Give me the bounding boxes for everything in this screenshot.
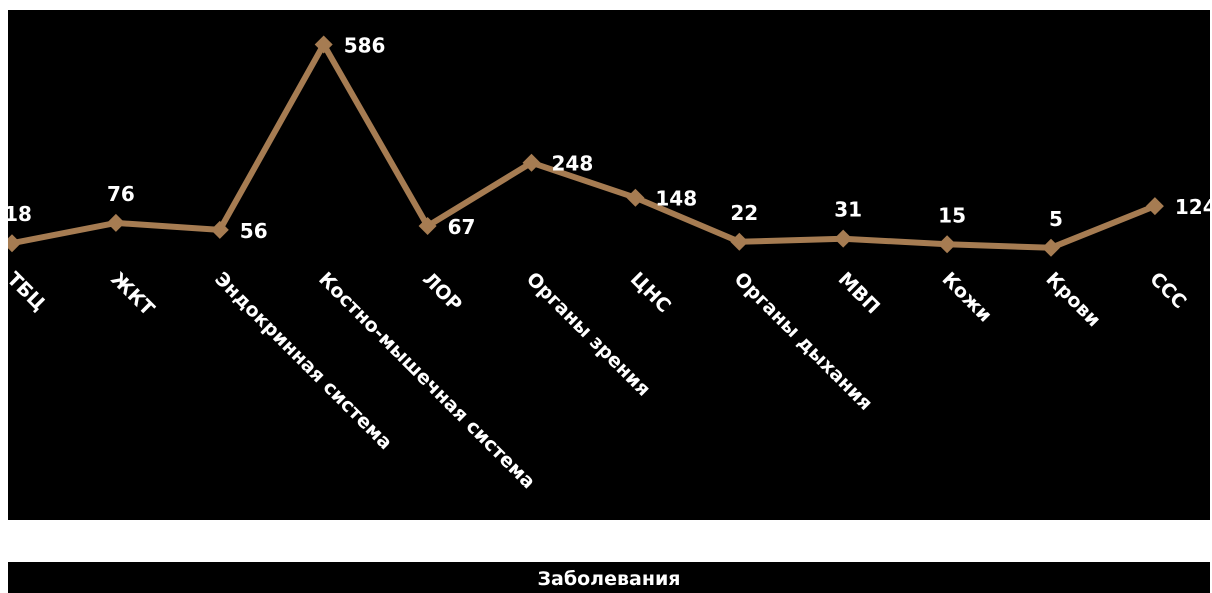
data-label: 248 <box>552 152 594 176</box>
data-label: 22 <box>730 201 758 225</box>
data-label: 15 <box>938 203 966 227</box>
data-point-marker <box>8 234 21 253</box>
data-label: 31 <box>834 198 862 222</box>
data-point-marker <box>522 153 541 172</box>
x-tick-label: Костно-мышечная система <box>314 268 539 493</box>
series-line <box>9 41 1158 251</box>
data-point-marker <box>834 229 853 248</box>
legend-series-name: Заболевания <box>537 568 681 590</box>
data-point-marker <box>1145 197 1164 216</box>
line-chart: 18 76 56 586 67 248 148 22 31 15 5 124 ТБЦ ЖКТ Эндокри… <box>8 34 1210 493</box>
data-point-marker <box>1042 238 1060 257</box>
x-tick-label: МВП <box>834 268 884 318</box>
data-label: 148 <box>655 187 697 211</box>
x-tick-label: ЖКТ <box>106 268 158 320</box>
data-point-marker <box>418 217 437 236</box>
x-tick-label: Кожи <box>938 268 997 327</box>
data-label: 586 <box>344 34 386 58</box>
legend: Заболевания <box>8 562 1210 593</box>
data-point-marker <box>730 232 749 251</box>
x-tick-label: ЛОР <box>418 268 466 316</box>
data-point-marker <box>210 220 229 239</box>
data-label: 56 <box>240 219 268 243</box>
x-tick-label: Эндокринная система <box>210 268 396 454</box>
x-tick-label: ССС <box>1145 268 1190 313</box>
data-point-marker <box>314 35 333 54</box>
chart-area: 18 76 56 586 67 248 148 22 31 15 5 124 ТБЦ ЖКТ Эндокри… <box>8 10 1210 520</box>
data-label: 76 <box>107 182 135 206</box>
data-point-marker <box>106 213 125 232</box>
data-point-marker <box>938 235 957 254</box>
x-tick-label: Крови <box>1041 268 1104 331</box>
data-label: 5 <box>1049 207 1063 231</box>
data-label: 124 <box>1175 195 1210 219</box>
data-point-marker <box>626 188 645 207</box>
x-tick-label: ЦНС <box>626 268 675 317</box>
data-label: 67 <box>448 215 476 239</box>
data-label: 18 <box>8 202 32 226</box>
x-tick-label: ТБЦ <box>8 268 50 315</box>
